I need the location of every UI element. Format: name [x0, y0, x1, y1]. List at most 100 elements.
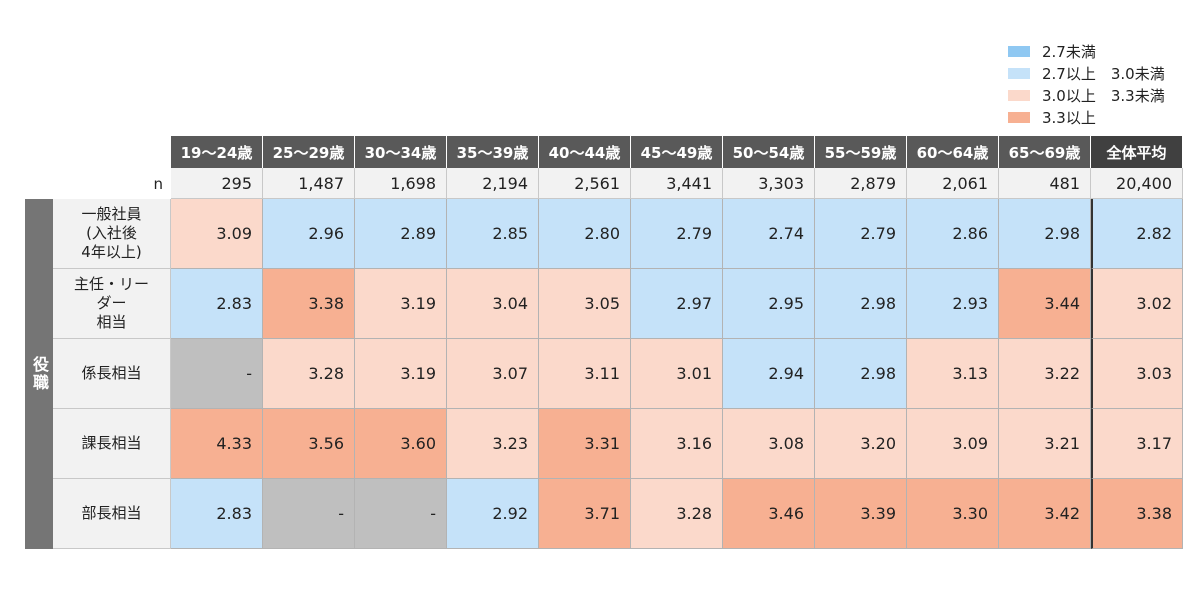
n-value-cell: 295: [171, 168, 263, 199]
row-label: 部長相当: [53, 479, 171, 549]
row-label: 係長相当: [53, 339, 171, 409]
heat-cell: 3.21: [999, 409, 1091, 479]
legend-item: 3.3以上: [1008, 106, 1198, 128]
heat-cell: 3.38: [1091, 479, 1183, 549]
row-label: 主任・リー ダー 相当: [53, 269, 171, 339]
heat-cell: 3.28: [631, 479, 723, 549]
heat-cell: 2.89: [355, 199, 447, 269]
heatmap-table: 19～24歳 25～29歳 30～34歳 35～39歳 40～44歳 45～49歳 50～5…: [25, 136, 1183, 549]
heat-cell: 3.19: [355, 339, 447, 409]
legend-label: 2.7以上 3.0未満: [1042, 64, 1165, 83]
heat-cell: 3.03: [1091, 339, 1183, 409]
heat-cell: 3.05: [539, 269, 631, 339]
heat-cell: -: [263, 479, 355, 549]
heat-cell: 3.38: [263, 269, 355, 339]
heat-cell: 2.98: [815, 269, 907, 339]
legend-label: 2.7未満: [1042, 42, 1096, 61]
heat-cell: 2.94: [723, 339, 815, 409]
legend-swatch: [1008, 45, 1030, 57]
heat-cell: 2.93: [907, 269, 999, 339]
heat-cell: 3.44: [999, 269, 1091, 339]
heat-cell: 3.23: [447, 409, 539, 479]
heat-cell: -: [355, 479, 447, 549]
heat-cell: 3.09: [171, 199, 263, 269]
legend-item: 3.0以上 3.3未満: [1008, 84, 1198, 106]
heat-cell: 2.80: [539, 199, 631, 269]
category-label: 役職: [25, 199, 53, 549]
heat-cell: 3.31: [539, 409, 631, 479]
column-header: 19～24歳: [171, 136, 263, 168]
column-header: 65～69歳: [999, 136, 1091, 168]
heat-cell: 3.16: [631, 409, 723, 479]
heat-cell: 3.30: [907, 479, 999, 549]
n-value-cell: 3,303: [723, 168, 815, 199]
heat-cell: 2.92: [447, 479, 539, 549]
heat-cell: 3.13: [907, 339, 999, 409]
heat-cell: 3.60: [355, 409, 447, 479]
heat-cell: 2.85: [447, 199, 539, 269]
n-value-cell: 3,441: [631, 168, 723, 199]
row-label-text: 一般社員 (入社後 4年以上): [81, 205, 142, 261]
n-value-cell: 481: [999, 168, 1091, 199]
heat-cell: -: [171, 339, 263, 409]
heat-cell: 3.71: [539, 479, 631, 549]
column-header: 55～59歳: [815, 136, 907, 168]
heat-cell: 2.97: [631, 269, 723, 339]
legend-item: 2.7以上 3.0未満: [1008, 62, 1198, 84]
n-value-cell: 20,400: [1091, 168, 1183, 199]
n-value-cell: 1,487: [263, 168, 355, 199]
heat-cell: 2.82: [1091, 199, 1183, 269]
row-label-text: 係長相当: [81, 364, 142, 382]
n-label: n: [153, 174, 163, 193]
row-label: 課長相当: [53, 409, 171, 479]
column-header: 30～34歳: [355, 136, 447, 168]
heat-cell: 3.46: [723, 479, 815, 549]
heat-cell: 3.09: [907, 409, 999, 479]
heat-cell: 4.33: [171, 409, 263, 479]
heat-cell: 2.74: [723, 199, 815, 269]
n-value-cell: 2,561: [539, 168, 631, 199]
heat-cell: 3.39: [815, 479, 907, 549]
heat-cell: 3.20: [815, 409, 907, 479]
heat-cell: 2.79: [815, 199, 907, 269]
column-header: 45～49歳: [631, 136, 723, 168]
heat-cell: 3.19: [355, 269, 447, 339]
n-value-cell: 2,061: [907, 168, 999, 199]
heat-cell: 2.96: [263, 199, 355, 269]
row-label-text: 課長相当: [81, 434, 142, 452]
heat-cell: 2.95: [723, 269, 815, 339]
column-header: 35～39歳: [447, 136, 539, 168]
heat-cell: 2.83: [171, 479, 263, 549]
n-value-cell: 2,194: [447, 168, 539, 199]
heat-cell: 3.01: [631, 339, 723, 409]
heat-cell: 3.04: [447, 269, 539, 339]
legend-swatch: [1008, 111, 1030, 123]
legend-label: 3.0以上 3.3未満: [1042, 86, 1165, 105]
heat-cell: 3.02: [1091, 269, 1183, 339]
heat-cell: 2.83: [171, 269, 263, 339]
heat-cell: 3.11: [539, 339, 631, 409]
heat-cell: 2.79: [631, 199, 723, 269]
column-header: 全体平均: [1091, 136, 1183, 168]
n-value-cell: 1,698: [355, 168, 447, 199]
row-label: 一般社員 (入社後 4年以上): [53, 199, 171, 269]
row-label-text: 部長相当: [81, 504, 142, 522]
legend-swatch: [1008, 89, 1030, 101]
legend-item: 2.7未満: [1008, 40, 1198, 62]
column-header: 40～44歳: [539, 136, 631, 168]
heat-cell: 2.98: [999, 199, 1091, 269]
legend: 2.7未満 2.7以上 3.0未満 3.0以上 3.3未満 3.3以上: [1008, 40, 1198, 128]
row-label-text: 主任・リー ダー 相当: [73, 275, 149, 331]
legend-label: 3.3以上: [1042, 108, 1096, 127]
n-value-cell: 2,879: [815, 168, 907, 199]
heat-cell: 3.56: [263, 409, 355, 479]
heat-cell: 3.42: [999, 479, 1091, 549]
heat-cell: 2.86: [907, 199, 999, 269]
heat-cell: 3.28: [263, 339, 355, 409]
legend-swatch: [1008, 67, 1030, 79]
heat-cell: 3.22: [999, 339, 1091, 409]
heat-cell: 3.08: [723, 409, 815, 479]
column-header: 50～54歳: [723, 136, 815, 168]
heat-cell: 3.17: [1091, 409, 1183, 479]
column-header: 60～64歳: [907, 136, 999, 168]
